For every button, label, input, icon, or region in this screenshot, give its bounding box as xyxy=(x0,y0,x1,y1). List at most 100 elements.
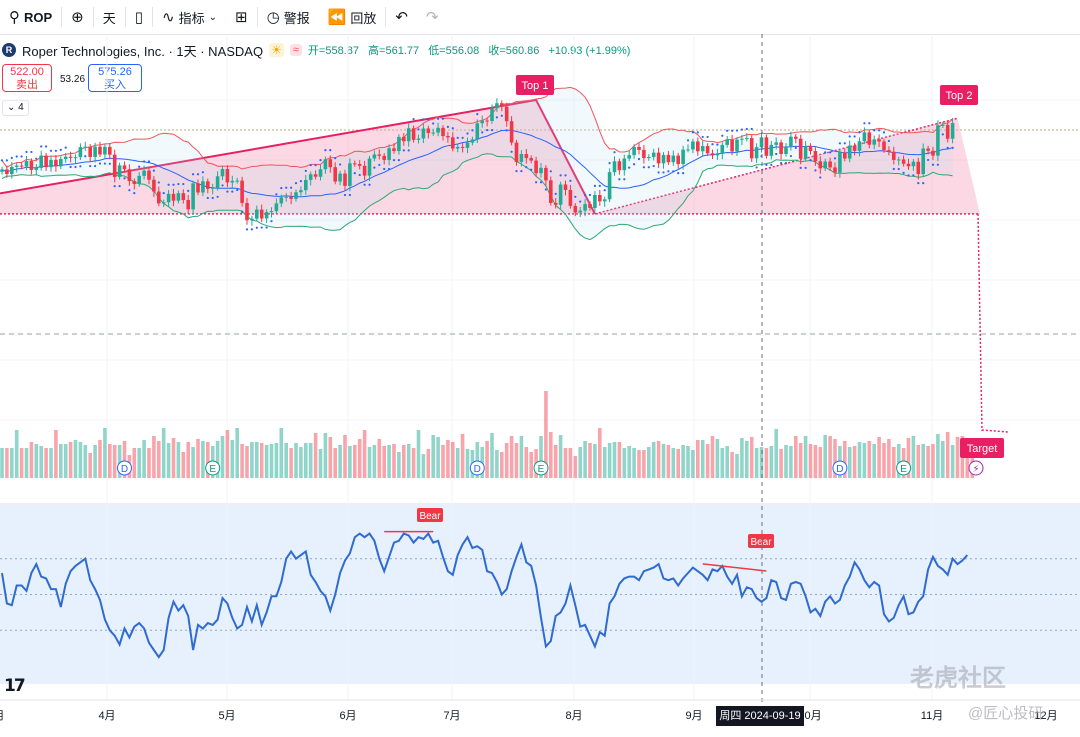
sar-dot xyxy=(716,143,719,146)
sar-dot xyxy=(740,128,744,131)
candle-body xyxy=(78,147,83,158)
volume-bar xyxy=(637,450,641,478)
candle-body xyxy=(284,196,288,198)
undo-button[interactable]: ↶ xyxy=(386,0,417,34)
sar-dot xyxy=(907,174,910,177)
divider xyxy=(92,7,94,27)
volume-bar xyxy=(93,445,97,478)
sar-dot xyxy=(887,139,891,143)
sar-dot xyxy=(270,220,273,223)
compare-button[interactable]: ⊕ xyxy=(62,0,93,34)
sar-dot xyxy=(495,116,498,119)
candle-body xyxy=(112,154,117,177)
sar-dot xyxy=(726,129,729,132)
sar-dot xyxy=(422,118,425,121)
sar-dot xyxy=(814,169,817,172)
tradingview-logo: 17 xyxy=(4,676,26,696)
sell-button[interactable]: 522.00 卖出 xyxy=(2,64,52,92)
sar-dot xyxy=(593,184,597,187)
volume-bar xyxy=(828,436,832,478)
candle-body xyxy=(828,161,832,168)
sar-dot xyxy=(187,189,190,192)
sar-dot xyxy=(334,156,337,160)
volume-bar xyxy=(740,438,744,478)
sar-dot xyxy=(84,155,87,158)
volume-bar xyxy=(387,445,391,478)
candle-body xyxy=(348,163,352,186)
sar-dot xyxy=(143,160,146,163)
sar-dot xyxy=(711,143,714,146)
volume-bar xyxy=(29,442,34,478)
sar-dot xyxy=(89,164,92,168)
plus-circle-icon: ⊕ xyxy=(71,9,84,26)
sar-dot xyxy=(564,174,567,177)
replay-button[interactable]: ⏪ 回放 xyxy=(319,0,386,34)
sar-dot xyxy=(260,226,263,229)
interval-button[interactable]: 天 xyxy=(94,0,125,34)
sar-dot xyxy=(858,131,861,134)
sar-dot xyxy=(520,169,523,173)
candle-body xyxy=(117,165,122,177)
symbol-title[interactable]: Roper Technologies, Inc. · 1天 · NASDAQ xyxy=(22,43,264,59)
candle-body xyxy=(304,179,308,191)
sar-dot xyxy=(667,170,670,173)
candle-body xyxy=(931,150,935,156)
volume-bar xyxy=(661,444,666,478)
alert-button[interactable]: ◷ 警报 xyxy=(258,0,319,34)
volume-bar xyxy=(357,439,362,478)
sar-dot xyxy=(623,178,626,181)
candle-body xyxy=(549,180,553,203)
volume-bar xyxy=(196,439,200,478)
layouts-button[interactable]: ⊞ xyxy=(226,0,257,34)
sar-dot xyxy=(59,148,62,151)
volume-bar xyxy=(710,436,715,478)
sar-dot xyxy=(294,182,298,185)
candle-body xyxy=(426,128,431,134)
volume-bar xyxy=(416,430,421,478)
indicators-button[interactable]: ∿ 指标 ⌄ xyxy=(153,0,226,34)
sar-dot xyxy=(682,172,685,175)
candle-body xyxy=(588,204,592,208)
sar-dot xyxy=(554,192,557,195)
grid-icon: ⊞ xyxy=(235,9,248,26)
candle-body xyxy=(642,149,646,159)
volume-bar xyxy=(24,448,29,478)
earnings-marker xyxy=(205,460,221,476)
candle-body xyxy=(259,209,264,219)
sar-dot xyxy=(10,156,13,159)
symbol-search[interactable]: ⚲ ROP xyxy=(0,0,61,34)
x-tick-label: 4月 xyxy=(98,710,115,722)
volume-bar xyxy=(353,445,357,478)
volume-bar xyxy=(333,448,337,478)
volume-bar xyxy=(206,442,210,478)
candle-body xyxy=(710,153,715,156)
candle-body xyxy=(676,155,680,165)
sar-dot xyxy=(882,131,886,134)
candle-body xyxy=(480,120,484,124)
volume-bar xyxy=(152,436,156,478)
candle-body xyxy=(647,156,651,159)
candle-body xyxy=(176,193,181,201)
sar-dot xyxy=(637,157,641,161)
candle-body xyxy=(583,204,587,211)
volume-bar xyxy=(5,448,9,478)
redo-button[interactable]: ↷ xyxy=(417,0,448,34)
sar-dot xyxy=(917,182,920,185)
sar-dot xyxy=(745,127,748,131)
volume-bar xyxy=(676,449,680,478)
candle-body xyxy=(14,165,19,167)
sar-dot xyxy=(613,151,616,154)
volume-bar xyxy=(348,446,352,478)
volume-bar xyxy=(475,442,480,478)
volume-bar xyxy=(313,433,318,478)
volume-bar xyxy=(813,445,818,478)
sar-dot xyxy=(838,142,842,145)
candle-body xyxy=(887,150,891,152)
volume-bar xyxy=(735,454,739,478)
chart-type-button[interactable]: ▯ xyxy=(126,0,152,34)
sar-dot xyxy=(108,162,111,165)
candle-body xyxy=(49,159,53,168)
volume-bar xyxy=(367,447,372,478)
candle-body xyxy=(402,136,406,142)
